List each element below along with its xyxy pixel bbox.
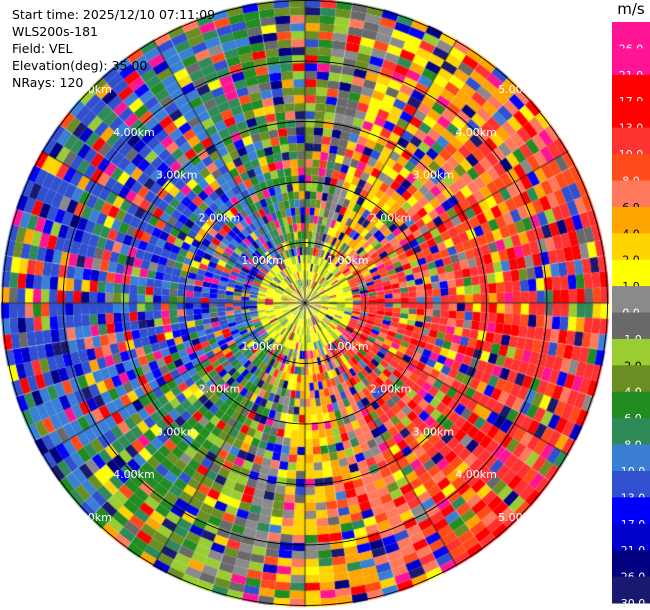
start-time: Start time: 2025/12/10 07:11:09 [12,7,216,22]
ring-label: 2.00km [370,211,412,224]
colorbar-swatch [612,550,650,578]
colorbar-swatch [612,497,650,525]
ring-label: 5.00km [498,511,540,524]
ring-label: 3.00km [413,169,455,182]
colorbar-swatch [612,523,650,551]
colorbar-swatch [612,444,650,472]
colorbar-swatch [612,101,650,129]
colorbar-swatch [612,470,650,498]
ring-label: 2.00km [370,383,412,396]
colorbar-tick-label: -30.0 [617,597,645,610]
range-ring-5 [2,0,608,606]
colorbar-swatch [612,74,650,102]
colorbar-swatch [612,365,650,393]
colorbar-unit: m/s [617,0,645,18]
ring-label: 3.00km [156,425,198,438]
ring-label: 3.00km [413,425,455,438]
ring-label: 2.00km [199,211,241,224]
ring-label: 5.00km [70,83,112,96]
scan-info: Start time: 2025/12/10 07:11:09 WLS200s-… [12,6,215,91]
range-ring-2 [183,181,427,425]
ring-label: 4.00km [113,468,155,481]
ring-label: 4.00km [455,468,497,481]
range-ring-3 [123,121,487,485]
range-ring-labels: 1.00km 1.00km 1.00km 1.00km 2.00km 2.00km 2.00… [70,83,539,524]
colorbar-swatch [612,180,650,208]
ring-label: 1.00km [327,340,369,353]
colorbar-swatch [612,154,650,181]
ppi-radar-plot [0,0,612,610]
range-ring-1 [244,242,366,364]
ring-label: 2.00km [199,383,241,396]
colorbar-swatch [612,391,650,419]
colorbar-swatch [612,259,650,287]
ray-count: NRays: 120 [12,75,84,90]
ring-label: 3.00km [156,169,198,182]
colorbar-swatch [612,338,650,366]
colorbar-swatch [612,233,650,261]
elevation: Elevation(deg): 35.00 [12,58,148,73]
range-rings [2,0,608,606]
ring-label: 4.00km [455,126,497,139]
colorbar-swatch [612,576,650,604]
ring-label: 1.00km [327,254,369,267]
ring-label: 4.00km [113,126,155,139]
field-name: Field: VEL [12,41,73,56]
ring-label: 5.00km [70,511,112,524]
ring-label: 1.00km [241,254,283,267]
colorbar-swatch [612,22,650,49]
colorbar-swatch [612,127,650,155]
ring-label: 5.00km [498,83,540,96]
colorbar-swatch [612,206,650,234]
ring-label: 1.00km [241,340,283,353]
colorbar-swatch [612,286,650,313]
colorbar-swatch [612,418,650,446]
colorbar-swatch [612,48,650,76]
colorbar-swatch [612,312,650,340]
site-name: WLS200s-181 [12,24,98,39]
range-ring-4 [62,60,548,546]
